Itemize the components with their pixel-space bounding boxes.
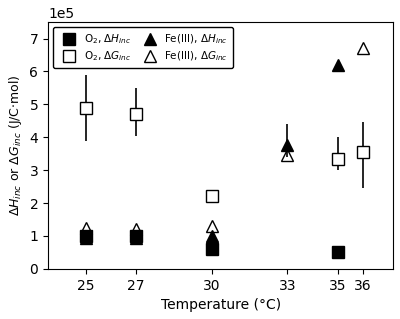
Y-axis label: $\Delta H_{inc}$ or $\Delta G_{inc}$ (J/C$\cdot$mol): $\Delta H_{inc}$ or $\Delta G_{inc}$ (J/…: [7, 75, 24, 216]
Legend: O$_2$, $\Delta H_{inc}$, O$_2$, $\Delta G_{inc}$, Fe(III), $\Delta H_{inc}$, Fe(: O$_2$, $\Delta H_{inc}$, O$_2$, $\Delta …: [53, 27, 233, 69]
X-axis label: Temperature (°C): Temperature (°C): [160, 298, 281, 312]
